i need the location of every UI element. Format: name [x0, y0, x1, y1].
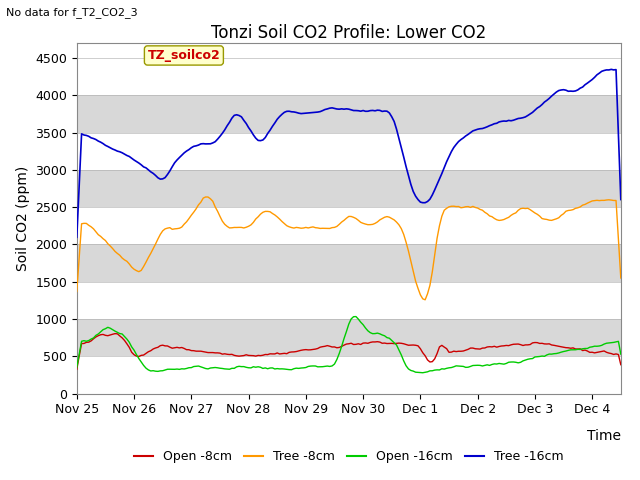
Bar: [77, 356, 621, 394]
Bar: [77, 207, 621, 244]
Text: No data for f_T2_CO2_3: No data for f_T2_CO2_3: [6, 7, 138, 18]
Bar: [77, 319, 621, 356]
Bar: [77, 282, 621, 319]
Text: Time: Time: [587, 429, 621, 443]
Bar: [77, 96, 621, 132]
Bar: [77, 244, 621, 282]
Bar: [77, 170, 621, 207]
Bar: [77, 132, 621, 170]
Y-axis label: Soil CO2 (ppm): Soil CO2 (ppm): [15, 166, 29, 271]
Text: TZ_soilco2: TZ_soilco2: [147, 49, 220, 62]
Title: Tonzi Soil CO2 Profile: Lower CO2: Tonzi Soil CO2 Profile: Lower CO2: [211, 24, 486, 42]
Bar: [77, 58, 621, 96]
Legend: Open -8cm, Tree -8cm, Open -16cm, Tree -16cm: Open -8cm, Tree -8cm, Open -16cm, Tree -…: [129, 445, 569, 468]
